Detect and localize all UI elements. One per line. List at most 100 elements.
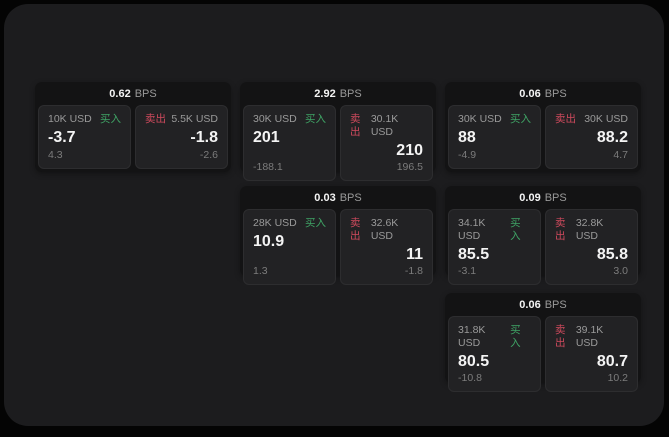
sell-size: 30.1K USD bbox=[370, 113, 399, 138]
buy-label: 买入 bbox=[305, 113, 326, 125]
buy-size: 10K USD bbox=[48, 113, 92, 125]
buy-size: 34.1K USD bbox=[458, 217, 486, 242]
sell-delta: 10.2 bbox=[607, 372, 628, 384]
spread-value: 0.06 bbox=[519, 298, 541, 311]
buy-size: 30K USD bbox=[458, 113, 502, 125]
quote-tiles: 28K USD 买入 10.9 1.3 卖出 32.6K USD 11 -1.8 bbox=[243, 209, 433, 285]
quote-card: 0.03 BPS 28K USD 买入 10.9 1.3 卖出 32.6K US… bbox=[240, 186, 436, 285]
spread-value: 0.06 bbox=[519, 87, 541, 100]
buy-label: 买入 bbox=[100, 113, 121, 125]
quote-tiles: 30K USD 买入 88 -4.9 卖出 30K USD 88.2 4.7 bbox=[448, 105, 638, 169]
sell-label: 卖出 bbox=[350, 217, 361, 242]
buy-delta: -188.1 bbox=[253, 161, 283, 173]
sell-label: 卖出 bbox=[555, 324, 566, 349]
buy-tile[interactable]: 31.8K USD 买入 80.5 -10.8 bbox=[448, 316, 541, 392]
buy-size: 30K USD bbox=[253, 113, 297, 125]
sell-delta: 4.7 bbox=[613, 149, 628, 161]
buy-size: 31.8K USD bbox=[458, 324, 486, 349]
buy-delta: -10.8 bbox=[458, 372, 482, 384]
bps-label: BPS bbox=[134, 87, 157, 100]
buy-delta: -3.1 bbox=[458, 265, 477, 277]
spread-value: 0.09 bbox=[519, 191, 541, 204]
sell-tile-header: 卖出 30K USD bbox=[555, 113, 628, 126]
buy-size: 28K USD bbox=[253, 217, 297, 229]
spread-header: 0.06 BPS bbox=[445, 293, 641, 316]
sell-delta: -2.6 bbox=[199, 149, 218, 161]
sell-price: 88.2 bbox=[596, 129, 628, 146]
buy-tile-header: 10K USD 买入 bbox=[48, 113, 121, 126]
spread-value: 0.03 bbox=[314, 191, 336, 204]
quote-card: 0.62 BPS 10K USD 买入 -3.7 4.3 卖出 5.5K USD… bbox=[35, 82, 231, 172]
quote-tiles: 34.1K USD 买入 85.5 -3.1 卖出 32.8K USD 85.8… bbox=[448, 209, 638, 285]
buy-tile[interactable]: 34.1K USD 买入 85.5 -3.1 bbox=[448, 209, 541, 285]
sell-tile[interactable]: 卖出 5.5K USD -1.8 -2.6 bbox=[135, 105, 228, 169]
buy-label: 买入 bbox=[510, 217, 521, 242]
buy-label: 买入 bbox=[510, 324, 521, 349]
sell-size: 30K USD bbox=[584, 113, 628, 125]
sell-label: 卖出 bbox=[555, 113, 576, 125]
buy-tile[interactable]: 30K USD 买入 201 -188.1 bbox=[243, 105, 336, 181]
sell-price: 11 bbox=[406, 246, 423, 263]
buy-delta: -4.9 bbox=[458, 149, 477, 161]
buy-tile[interactable]: 10K USD 买入 -3.7 4.3 bbox=[38, 105, 131, 169]
spread-value: 0.62 bbox=[109, 87, 131, 100]
buy-price: 201 bbox=[253, 129, 280, 146]
sell-price: -1.8 bbox=[190, 129, 218, 146]
buy-price: -3.7 bbox=[48, 129, 76, 146]
buy-delta: 1.3 bbox=[253, 265, 268, 277]
buy-price: 80.5 bbox=[458, 353, 490, 370]
spread-header: 0.03 BPS bbox=[240, 186, 436, 209]
spread-header: 0.62 BPS bbox=[35, 82, 231, 105]
sell-price: 80.7 bbox=[596, 353, 628, 370]
sell-price: 210 bbox=[396, 142, 423, 159]
sell-tile[interactable]: 卖出 39.1K USD 80.7 10.2 bbox=[545, 316, 638, 392]
sell-size: 32.6K USD bbox=[370, 217, 399, 242]
sell-label: 卖出 bbox=[145, 113, 166, 125]
sell-tile-header: 卖出 32.8K USD bbox=[555, 217, 628, 243]
sell-tile-header: 卖出 5.5K USD bbox=[145, 113, 218, 126]
bps-label: BPS bbox=[544, 191, 567, 204]
bps-label: BPS bbox=[544, 298, 567, 311]
sell-tile-header: 卖出 30.1K USD bbox=[350, 113, 423, 139]
sell-delta: -1.8 bbox=[404, 265, 423, 277]
spread-header: 0.09 BPS bbox=[445, 186, 641, 209]
sell-size: 39.1K USD bbox=[575, 324, 604, 349]
buy-label: 买入 bbox=[305, 217, 326, 229]
sell-tile-header: 卖出 32.6K USD bbox=[350, 217, 423, 243]
sell-tile[interactable]: 卖出 32.6K USD 11 -1.8 bbox=[340, 209, 433, 285]
quote-card: 0.06 BPS 31.8K USD 买入 80.5 -10.8 卖出 39.1… bbox=[445, 293, 641, 392]
quote-tiles: 31.8K USD 买入 80.5 -10.8 卖出 39.1K USD 80.… bbox=[448, 316, 638, 392]
sell-tile-header: 卖出 39.1K USD bbox=[555, 324, 628, 350]
sell-price: 85.8 bbox=[596, 246, 628, 263]
sell-size: 32.8K USD bbox=[575, 217, 604, 242]
buy-tile[interactable]: 30K USD 买入 88 -4.9 bbox=[448, 105, 541, 169]
buy-tile-header: 34.1K USD 买入 bbox=[458, 217, 531, 243]
sell-tile[interactable]: 卖出 30.1K USD 210 196.5 bbox=[340, 105, 433, 181]
quote-tiles: 30K USD 买入 201 -188.1 卖出 30.1K USD 210 1… bbox=[243, 105, 433, 181]
buy-tile-header: 30K USD 买入 bbox=[458, 113, 531, 126]
quote-card: 2.92 BPS 30K USD 买入 201 -188.1 卖出 30.1K … bbox=[240, 82, 436, 181]
sell-delta: 3.0 bbox=[613, 265, 628, 277]
buy-label: 买入 bbox=[510, 113, 531, 125]
spread-value: 2.92 bbox=[314, 87, 336, 100]
spread-header: 2.92 BPS bbox=[240, 82, 436, 105]
quote-card: 0.06 BPS 30K USD 买入 88 -4.9 卖出 30K USD 8… bbox=[445, 82, 641, 172]
buy-price: 85.5 bbox=[458, 246, 490, 263]
sell-tile[interactable]: 卖出 32.8K USD 85.8 3.0 bbox=[545, 209, 638, 285]
buy-tile-header: 28K USD 买入 bbox=[253, 217, 326, 230]
buy-delta: 4.3 bbox=[48, 149, 63, 161]
bps-label: BPS bbox=[339, 191, 362, 204]
buy-price: 88 bbox=[458, 129, 476, 146]
buy-price: 10.9 bbox=[253, 233, 285, 250]
sell-size: 5.5K USD bbox=[171, 113, 218, 125]
sell-delta: 196.5 bbox=[396, 161, 423, 173]
sell-label: 卖出 bbox=[555, 217, 566, 242]
buy-tile-header: 30K USD 买入 bbox=[253, 113, 326, 126]
quote-tiles: 10K USD 买入 -3.7 4.3 卖出 5.5K USD -1.8 -2.… bbox=[38, 105, 228, 169]
sell-label: 卖出 bbox=[350, 113, 361, 138]
buy-tile[interactable]: 28K USD 买入 10.9 1.3 bbox=[243, 209, 336, 285]
bps-label: BPS bbox=[544, 87, 567, 100]
sell-tile[interactable]: 卖出 30K USD 88.2 4.7 bbox=[545, 105, 638, 169]
spread-header: 0.06 BPS bbox=[445, 82, 641, 105]
